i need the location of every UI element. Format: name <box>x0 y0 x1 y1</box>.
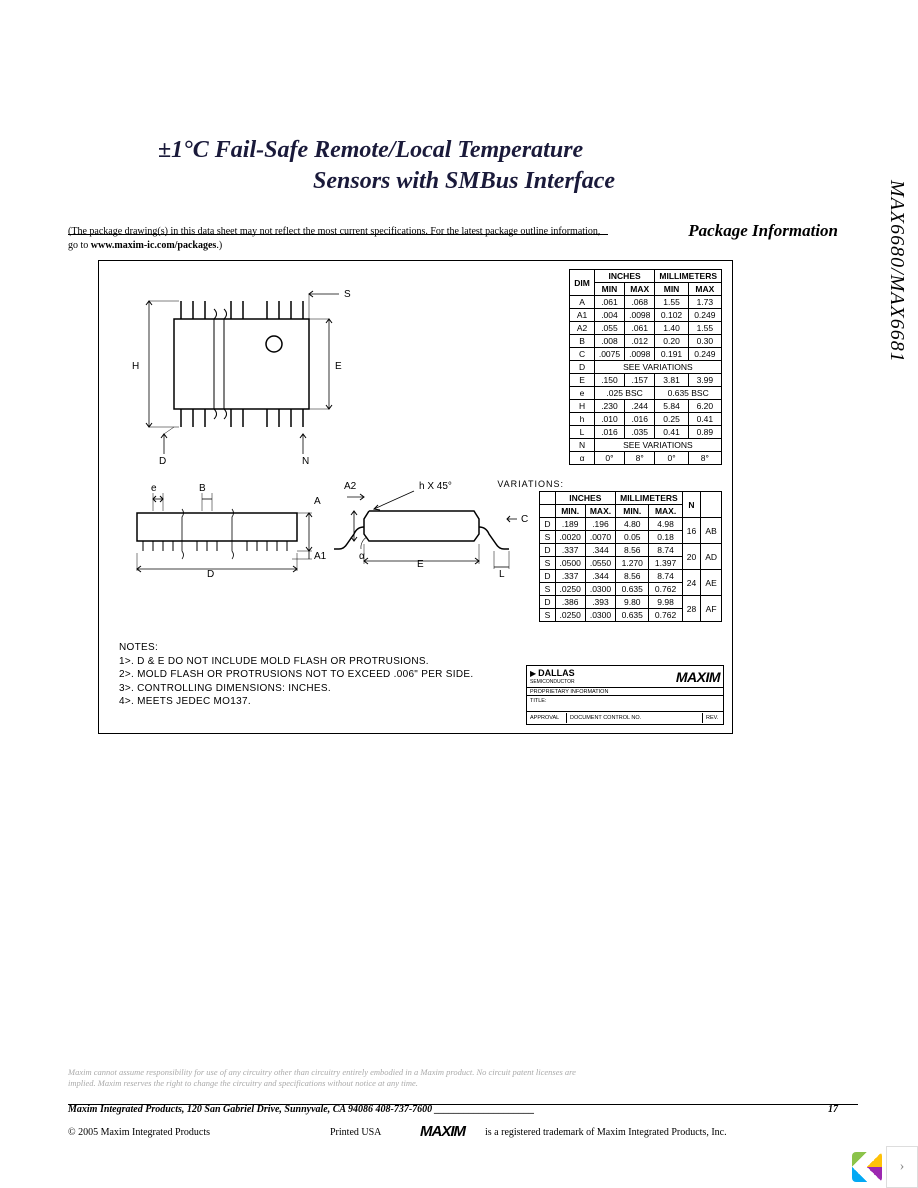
title-line-1: ±1°C Fail-Safe Remote/Local Temperature <box>158 135 858 166</box>
page-content: ±1°C Fail-Safe Remote/Local Temperature … <box>68 0 858 1188</box>
package-end-view <box>329 479 519 579</box>
disclaimer-1: Maxim cannot assume responsibility for u… <box>68 1067 828 1078</box>
widget-flower-icon[interactable] <box>852 1152 882 1182</box>
note-link[interactable]: www.maxim-ic.com/packages <box>91 240 217 251</box>
dim-ee-label: e <box>151 483 157 494</box>
dim-d2-label: D <box>207 569 214 580</box>
drawing-notes: NOTES: 1>. D & E DO NOT INCLUDE MOLD FLA… <box>119 641 473 709</box>
widget-next-button[interactable]: › <box>886 1146 918 1188</box>
dim-a-label: A <box>314 496 321 507</box>
dim-b-label: B <box>199 483 206 494</box>
variations-label: VARIATIONS: <box>497 479 564 489</box>
note-3: 3>. CONTROLLING DIMENSIONS: INCHES. <box>119 682 473 696</box>
dim-h-label: H <box>132 361 139 372</box>
variations-table: INCHESMILLIMETERSN MIN.MAX.MIN.MAX. D.18… <box>539 491 722 622</box>
page-title: ±1°C Fail-Safe Remote/Local Temperature … <box>68 135 858 197</box>
title-line-2: Sensors with SMBus Interface <box>313 166 858 197</box>
section-label: Package Information <box>684 221 838 241</box>
dim-e2-label: E <box>417 559 424 570</box>
chevron-right-icon: › <box>900 1159 905 1175</box>
disclaimer: Maxim cannot assume responsibility for u… <box>68 1067 828 1089</box>
tb-prop: PROPRIETARY INFORMATION <box>530 689 608 695</box>
disclaimer-2: implied. Maxim reserves the right to cha… <box>68 1078 828 1089</box>
tb-rev: REV. <box>703 713 723 723</box>
dim-d-label: D <box>159 456 166 467</box>
note-text-1: (The package drawing(s) in this data she… <box>68 226 600 237</box>
printed-text: Printed USA <box>330 1127 381 1138</box>
note-text-2: go to <box>68 240 91 251</box>
tb-approval: APPROVAL <box>527 713 567 723</box>
page-number: 17 <box>828 1104 838 1115</box>
dim-alpha-label: α <box>359 551 365 562</box>
dim-th-dim: DIM <box>570 270 595 296</box>
title-block: ▶ DALLASSEMICONDUCTOR MAXIM PROPRIETARY … <box>526 665 724 725</box>
side-part-number: MAX6680/MAX6681 <box>885 180 908 363</box>
dim-a1-label: A1 <box>314 551 326 562</box>
note-2: 2>. MOLD FLASH OR PROTRUSIONS NOT TO EXC… <box>119 668 473 682</box>
package-top-view <box>119 279 349 459</box>
footer-address: Maxim Integrated Products, 120 San Gabri… <box>68 1104 858 1115</box>
package-side-view <box>117 481 317 576</box>
dim-th-in: INCHES <box>594 270 655 283</box>
dim-a2-label: A2 <box>344 481 356 492</box>
dimension-table: DIMINCHESMILLIMETERS MINMAXMINMAX A.061.… <box>569 269 722 465</box>
note-4: 4>. MEETS JEDEC MO137. <box>119 695 473 709</box>
copyright-text: © 2005 Maxim Integrated Products <box>68 1127 210 1138</box>
bottom-widget: › <box>848 1146 918 1188</box>
dim-hx45-label: h X 45° <box>419 481 452 492</box>
section-rule <box>68 234 608 235</box>
package-drawing: H E S N D <box>98 260 733 734</box>
maxim-footer-logo-icon: MAXIM <box>420 1123 465 1140</box>
dim-n-label: N <box>302 456 309 467</box>
tb-title: TITLE: <box>530 698 547 704</box>
maxim-logo-icon: MAXIM <box>676 669 720 685</box>
dim-c-label: C <box>521 514 528 525</box>
notes-title: NOTES: <box>119 641 473 655</box>
tb-doc: DOCUMENT CONTROL NO. <box>567 713 703 723</box>
address-text: Maxim Integrated Products, 120 San Gabri… <box>68 1104 535 1115</box>
dallas-logo: ▶ DALLASSEMICONDUCTOR <box>530 668 575 685</box>
dim-l-label: L <box>499 569 505 580</box>
dim-th-mm: MILLIMETERS <box>655 270 722 283</box>
note-text-3: .) <box>216 240 222 251</box>
dim-s-label: S <box>344 289 351 300</box>
note-1: 1>. D & E DO NOT INCLUDE MOLD FLASH OR P… <box>119 655 473 669</box>
trademark-text: is a registered trademark of Maxim Integ… <box>485 1127 727 1138</box>
dim-e-label: E <box>335 361 342 372</box>
